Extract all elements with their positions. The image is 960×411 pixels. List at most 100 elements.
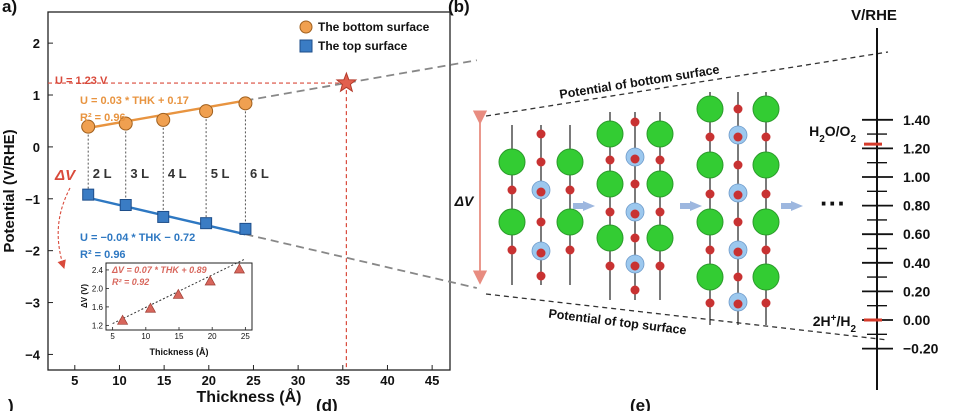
bottom-potential-label: Potential of bottom surface xyxy=(558,62,720,101)
oxygen-atom xyxy=(536,217,546,227)
inset-triangle-point xyxy=(172,288,184,299)
x-tick-label: 5 xyxy=(71,373,78,388)
continuation-ellipsis: ··· xyxy=(820,188,846,218)
oxygen-atom xyxy=(761,132,771,142)
oxygen-atom xyxy=(733,299,743,309)
inset-triangle-point xyxy=(144,302,157,313)
metal-atom xyxy=(596,170,624,198)
layer-structures xyxy=(498,92,780,325)
legend-label-top: The top surface xyxy=(318,39,408,53)
plot-frame xyxy=(47,11,451,371)
redox-marker-label: H2O/O2 xyxy=(809,123,856,145)
oxygen-atom xyxy=(630,285,640,295)
metal-atom xyxy=(696,151,724,179)
bottom-surface-point xyxy=(118,116,133,131)
panel-label-a: a) xyxy=(2,0,17,16)
top-potential-label: Potential of top surface xyxy=(548,307,688,338)
scale-tick-label: 0.80 xyxy=(903,198,930,214)
y-tick-label: −2 xyxy=(25,244,40,259)
oxygen-atom xyxy=(605,261,615,271)
top-fit-r2: R² = 0.96 xyxy=(80,249,126,261)
layer-label-bg xyxy=(246,165,273,182)
y-tick-label: 2 xyxy=(33,36,40,51)
y-tick-label: 1 xyxy=(33,88,40,103)
oxygen-atom xyxy=(630,179,640,189)
bottom-surface-point xyxy=(238,96,253,111)
scale-tick-label: −0.20 xyxy=(903,341,939,357)
inset-x-tick-label: 5 xyxy=(110,332,115,341)
layer-label-bg xyxy=(89,165,116,182)
reference-line-label: U = 1.23 V xyxy=(55,75,108,87)
inset-y-tick-label: 1.6 xyxy=(92,303,104,312)
oxygen-atom xyxy=(605,155,615,165)
y-tick-label: −1 xyxy=(25,192,40,207)
inset-delta-v-chart: 5 10 15 20 25 1.2 1.6 2.0 2.4 ΔV = 0.07 * THK + … xyxy=(80,258,253,357)
oxygen-atom xyxy=(761,298,771,308)
panel-label-b: (b) xyxy=(448,0,470,16)
panel-label-e: (e) xyxy=(630,396,651,411)
x-tick-label: 35 xyxy=(336,373,350,388)
layer-label: 2 L xyxy=(93,166,112,181)
inset-x-label: Thickness (Å) xyxy=(149,347,208,357)
transition-arrow-shaft xyxy=(680,203,691,209)
x-tick-label: 30 xyxy=(291,373,305,388)
metal-atom xyxy=(646,224,674,252)
metal-atom xyxy=(498,148,526,176)
layer-potential-diagram: Potential of bottom surface Potential of… xyxy=(454,51,889,341)
inset-y-tick-label: 1.2 xyxy=(92,321,104,330)
x-tick-label: 15 xyxy=(157,373,171,388)
inset-triangle-point xyxy=(116,314,129,325)
oxygen-atom xyxy=(655,207,665,217)
oxygen-atom xyxy=(705,245,715,255)
oxygen-atom xyxy=(761,189,771,199)
panel-label-c: ) xyxy=(8,396,14,411)
layer-labels: 2 L 3 L 4 L 5 L 6 L xyxy=(89,165,273,182)
metal-atom xyxy=(498,208,526,236)
inset-x-tick-label: 15 xyxy=(175,332,184,341)
inset-x-tick-label: 10 xyxy=(141,332,150,341)
oxygen-atom xyxy=(630,233,640,243)
top-surface-point xyxy=(119,199,132,212)
scale-tick-label: 0.60 xyxy=(903,226,930,242)
x-tick-label: 20 xyxy=(202,373,216,388)
y-axis-label: Potential (V/RHE) xyxy=(1,129,18,252)
metal-atom xyxy=(752,151,780,179)
oxygen-atom xyxy=(733,160,743,170)
metal-atom xyxy=(752,208,780,236)
metal-atom xyxy=(752,95,780,123)
layer-label: 5 L xyxy=(211,166,230,181)
bottom-surface-point xyxy=(81,119,96,134)
metal-atom xyxy=(556,148,584,176)
scale-tick-label: 0.00 xyxy=(903,312,930,328)
metal-atom xyxy=(596,224,624,252)
inset-fit-equation: ΔV = 0.07 * THK + 0.89 xyxy=(111,265,207,275)
inset-ticks: 5 10 15 20 25 1.2 1.6 2.0 2.4 xyxy=(92,266,250,341)
metal-atom xyxy=(646,170,674,198)
inset-x-tick-label: 20 xyxy=(208,332,217,341)
layer-label-bg xyxy=(126,165,153,182)
scale-tick-label: 1.20 xyxy=(903,140,930,156)
bottom-fit-r2: R² = 0.96 xyxy=(80,112,126,124)
top-fit-equation: U = −0.04 * THK − 0.72 xyxy=(80,232,195,244)
data-marks xyxy=(81,71,358,235)
metal-atom xyxy=(696,208,724,236)
scale-tick-label: 0.40 xyxy=(903,255,930,271)
inset-triangle-point xyxy=(233,263,245,274)
oxygen-atom xyxy=(630,154,640,164)
oxygen-atom xyxy=(655,155,665,165)
extrapolation-line xyxy=(245,59,477,102)
bottom-surface-point xyxy=(156,112,171,127)
oxygen-atom xyxy=(733,190,743,200)
intersection-star-marker xyxy=(335,71,358,93)
axis-ticks: 5 10 15 20 25 30 35 40 45 −4 −3 −2 −1 0 1 2 xyxy=(25,36,439,388)
scale-tick-label: 1.40 xyxy=(903,112,930,128)
y-tick-label: −4 xyxy=(25,347,41,362)
x-tick-label: 25 xyxy=(246,373,260,388)
top-surface-point xyxy=(239,222,252,235)
transition-arrow-shaft xyxy=(573,203,584,209)
metal-atom xyxy=(752,263,780,291)
delta-v-arrow xyxy=(57,187,71,270)
oxygen-atom xyxy=(536,271,546,281)
delta-v-label: ΔV xyxy=(54,167,77,184)
